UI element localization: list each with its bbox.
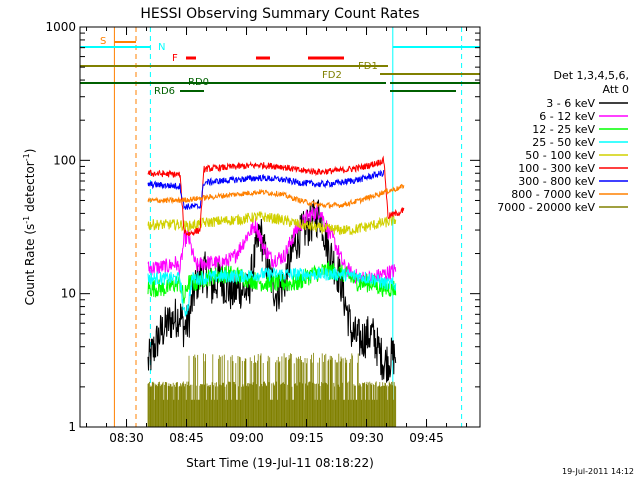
y-axis-label-main: Count Rate (s <box>23 224 37 306</box>
saa-label: S <box>100 36 106 47</box>
series-line <box>147 155 405 237</box>
x-axis-label: Start Time (19-Jul-11 08:18:22) <box>186 456 374 470</box>
x-tick-label: 08:30 <box>109 431 144 445</box>
rd0-label: RD0 <box>188 77 209 88</box>
fd1-label: FD1 <box>358 61 378 72</box>
footer-date: 19-Jul-2011 14:12 <box>562 467 634 476</box>
y-axis-label-mid: detector <box>23 161 37 216</box>
x-tick-label: 08:45 <box>169 431 204 445</box>
y-axis-label-sup1: -1 <box>22 216 31 224</box>
legend-item-label: 25 - 50 keV <box>532 136 595 149</box>
flare-label: F <box>172 53 178 64</box>
series-line <box>147 211 397 236</box>
chart-title: HESSI Observing Summary Count Rates <box>140 6 419 22</box>
y-tick-label: 100 <box>53 153 76 167</box>
series-line <box>147 183 405 209</box>
legend-item-label: 6 - 12 keV <box>539 110 595 123</box>
legend-item-label: 7000 - 20000 keV <box>497 201 595 214</box>
y-axis-label-end: ) <box>23 149 37 154</box>
plot-frame <box>79 26 481 428</box>
legend-item-label: 3 - 6 keV <box>546 97 595 110</box>
axes-layer: 08:30 08:45 09:00 09:15 09:30 09:45 1 10 100 1000 <box>45 20 480 445</box>
legend-header-2: Att 0 <box>603 83 629 96</box>
y-axis-label-sup2: -1 <box>22 153 31 161</box>
x-tick-label: 09:00 <box>229 431 264 445</box>
y-axis-label: Count Rate (s-1 detector-1) <box>22 149 37 306</box>
x-tick-label: 09:15 <box>289 431 324 445</box>
y-tick-label: 1000 <box>45 20 76 34</box>
series-line <box>147 199 397 383</box>
fd2-label: FD2 <box>322 70 342 81</box>
legend-header-1: Det 1,3,4,5,6, <box>553 69 629 82</box>
series-line <box>147 169 385 210</box>
series-line <box>147 261 397 304</box>
series-layer <box>147 155 405 427</box>
legend-item-label: 800 - 7000 keV <box>511 188 595 201</box>
legend-item-label: 300 - 800 keV <box>518 175 595 188</box>
eclipse-label: N <box>158 42 165 53</box>
plot-area: S NF FD1 FD2 RD0 RD6 <box>80 27 480 427</box>
x-tick-label: 09:30 <box>349 431 384 445</box>
series-hatch-group <box>147 352 397 427</box>
series-line <box>147 267 397 317</box>
legend-item-label: 100 - 300 keV <box>518 162 595 175</box>
legend-item-label: 50 - 100 keV <box>525 149 595 162</box>
x-tick-label: 09:45 <box>409 431 444 445</box>
y-tick-label: 1 <box>68 420 76 434</box>
rd6-label: RD6 <box>154 86 175 97</box>
y-tick-label: 10 <box>61 287 76 301</box>
legend-item-label: 12 - 25 keV <box>532 123 595 136</box>
